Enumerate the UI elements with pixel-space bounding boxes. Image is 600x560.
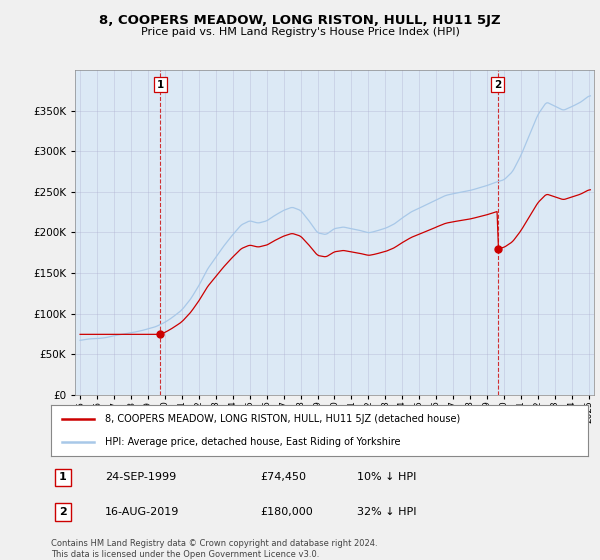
Text: 1: 1 xyxy=(59,473,67,482)
Text: 2: 2 xyxy=(494,80,501,90)
Text: 1: 1 xyxy=(157,80,164,90)
Text: 10% ↓ HPI: 10% ↓ HPI xyxy=(357,473,416,482)
Text: Price paid vs. HM Land Registry's House Price Index (HPI): Price paid vs. HM Land Registry's House … xyxy=(140,27,460,37)
Text: Contains HM Land Registry data © Crown copyright and database right 2024.
This d: Contains HM Land Registry data © Crown c… xyxy=(51,539,377,559)
Text: 8, COOPERS MEADOW, LONG RISTON, HULL, HU11 5JZ (detached house): 8, COOPERS MEADOW, LONG RISTON, HULL, HU… xyxy=(105,414,460,424)
Text: 8, COOPERS MEADOW, LONG RISTON, HULL, HU11 5JZ: 8, COOPERS MEADOW, LONG RISTON, HULL, HU… xyxy=(99,14,501,27)
Text: 2: 2 xyxy=(59,507,67,517)
Text: 24-SEP-1999: 24-SEP-1999 xyxy=(105,473,176,482)
Text: HPI: Average price, detached house, East Riding of Yorkshire: HPI: Average price, detached house, East… xyxy=(105,437,400,447)
Text: £74,450: £74,450 xyxy=(260,473,307,482)
Text: 32% ↓ HPI: 32% ↓ HPI xyxy=(357,507,416,517)
Text: 16-AUG-2019: 16-AUG-2019 xyxy=(105,507,179,517)
Text: £180,000: £180,000 xyxy=(260,507,313,517)
